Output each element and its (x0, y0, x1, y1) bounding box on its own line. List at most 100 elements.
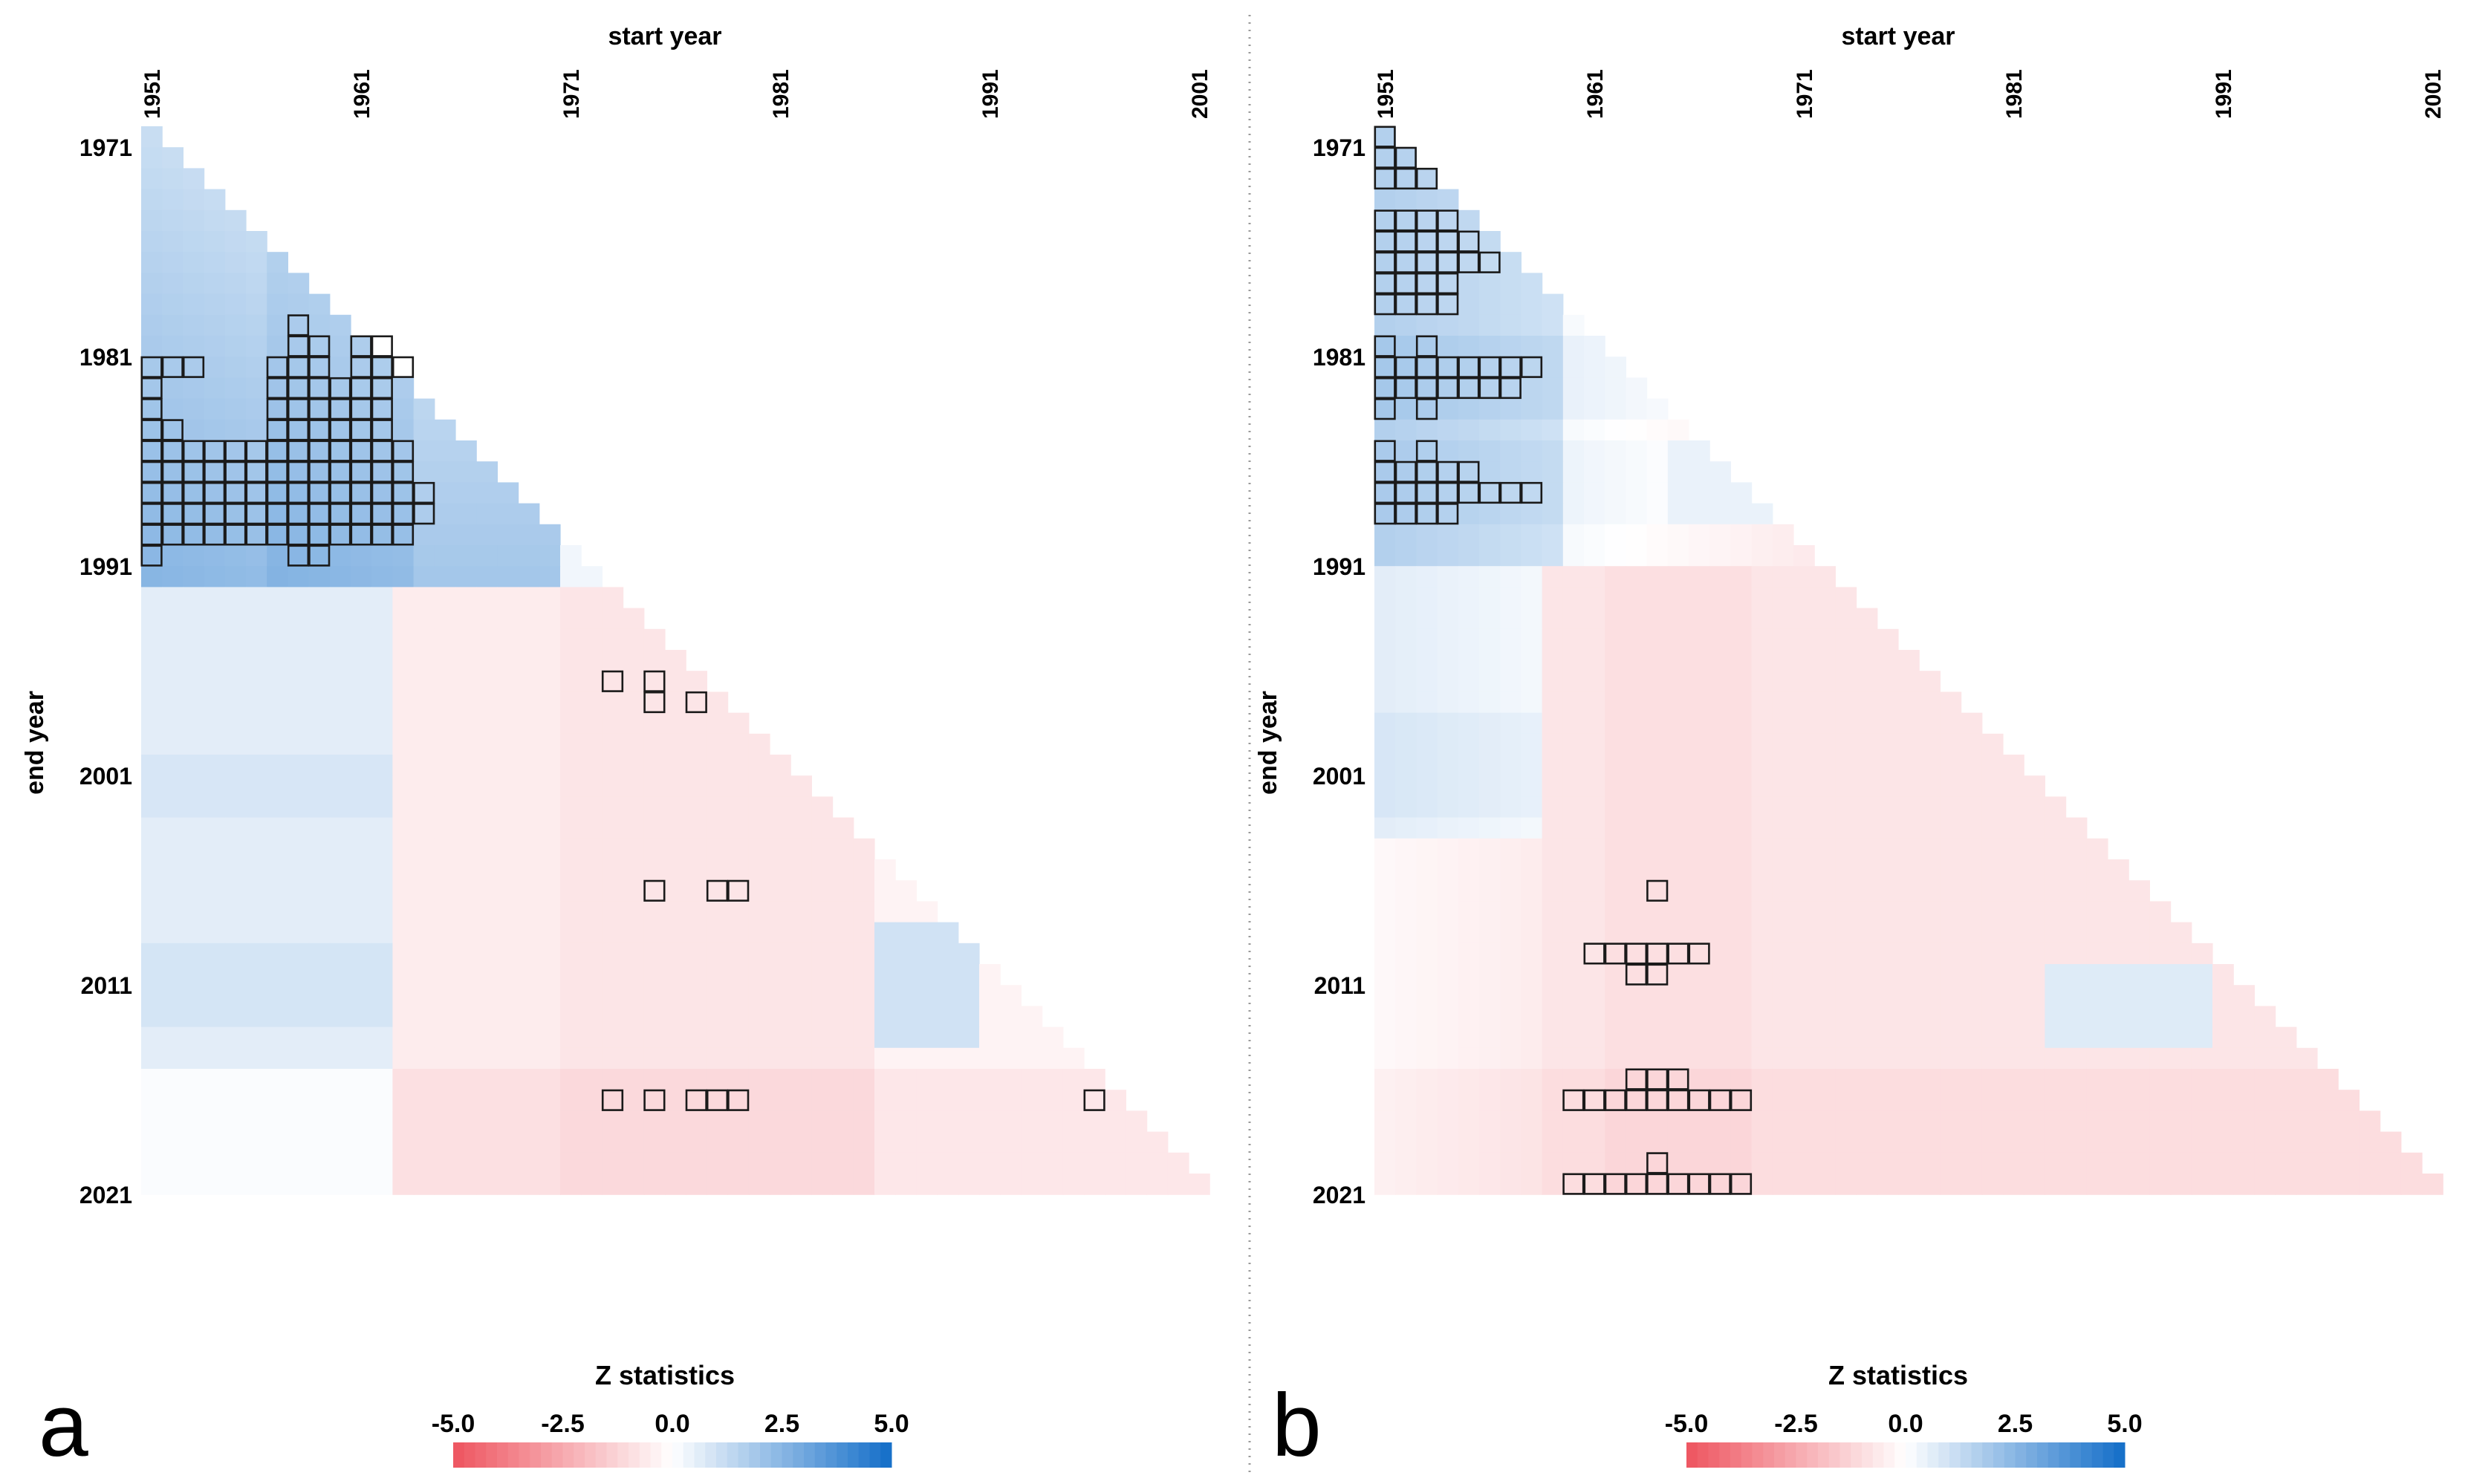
heatmap-cell (2338, 1110, 2360, 1133)
significant-cell-box (245, 481, 267, 504)
heatmap-cell (288, 922, 310, 944)
heatmap-cell (1562, 314, 1585, 336)
heatmap-cell (539, 608, 561, 630)
heatmap-cell (1374, 419, 1396, 441)
heatmap-cell (1479, 482, 1501, 504)
heatmap-cell (518, 1110, 540, 1133)
significant-cell-box (266, 356, 288, 378)
heatmap-cell (1856, 775, 1878, 797)
heatmap-cell (560, 1047, 582, 1070)
x-tick-label: 1991 (2212, 69, 2236, 119)
heatmap-cell (1835, 650, 1857, 671)
heatmap-cell (727, 1131, 750, 1153)
heatmap-cell (392, 755, 415, 776)
heatmap-cell (476, 1174, 498, 1195)
heatmap-cell (1981, 985, 2004, 1006)
heatmap-cell (2045, 922, 2067, 944)
heatmap-cell (2086, 880, 2108, 902)
heatmap-cell (1751, 1006, 1773, 1028)
heatmap-cell (1374, 168, 1396, 190)
heatmap-cell (1584, 587, 1605, 609)
heatmap-cell (434, 1026, 456, 1049)
heatmap-cell (1835, 838, 1857, 860)
heatmap-cell (2086, 901, 2108, 923)
heatmap-cell (958, 1069, 980, 1090)
heatmap-cell (539, 943, 561, 965)
heatmap-cell (623, 608, 645, 630)
heatmap-cell (246, 1174, 267, 1195)
heatmap-cell (141, 189, 163, 211)
heatmap-cell (246, 901, 267, 923)
heatmap-cell (1395, 1047, 1417, 1070)
heatmap-cell (1605, 817, 1626, 839)
heatmap-cell (1646, 755, 1669, 776)
heatmap-cell (602, 985, 624, 1006)
heatmap-cell (183, 755, 205, 776)
heatmap-cell (1521, 775, 1543, 797)
y-tick-label: 2001 (79, 763, 132, 790)
heatmap-cell (1835, 1006, 1857, 1028)
significant-cell-box (308, 398, 331, 420)
heatmap-cell (1542, 566, 1564, 588)
heatmap-cell (267, 901, 288, 923)
heatmap-cell (1793, 608, 1815, 630)
heatmap-cell (2003, 985, 2024, 1006)
colorbar-segment (716, 1442, 728, 1468)
heatmap-cell (1898, 712, 1920, 735)
heatmap-cell (1605, 796, 1626, 819)
heatmap-cell (329, 482, 351, 504)
heatmap-cell (1458, 985, 1480, 1006)
heatmap-cell (1626, 1090, 1648, 1111)
heatmap-cell (1562, 859, 1585, 881)
heatmap-cell (1856, 712, 1878, 735)
heatmap-cell (895, 1069, 917, 1090)
heatmap-cell (1605, 587, 1626, 609)
heatmap-cell (1689, 545, 1710, 567)
significant-cell-box (182, 503, 205, 525)
heatmap-cell (267, 1174, 288, 1195)
heatmap-cell (246, 755, 267, 776)
colorbar-segment (2048, 1442, 2059, 1468)
heatmap-cell (351, 566, 372, 588)
heatmap-cell (1416, 419, 1438, 441)
heatmap-cell (707, 964, 729, 986)
heatmap-cell (539, 545, 561, 567)
heatmap-cell (602, 901, 624, 923)
heatmap-cell (246, 1090, 267, 1111)
heatmap-cell (1856, 943, 1878, 965)
heatmap-cell (2003, 859, 2024, 881)
heatmap-cell (246, 336, 267, 357)
heatmap-cell (371, 440, 393, 462)
heatmap-cell (1730, 1152, 1753, 1174)
heatmap-cell (1877, 628, 1899, 651)
heatmap-cell (141, 587, 163, 609)
heatmap-cell (1562, 901, 1585, 923)
heatmap-cell (1584, 1174, 1605, 1195)
heatmap-cell (1500, 985, 1522, 1006)
heatmap-cell (413, 545, 435, 567)
colorbar-segment (1862, 1442, 1874, 1468)
heatmap-cell (1021, 1174, 1043, 1195)
heatmap-cell (2254, 1174, 2276, 1195)
heatmap-cell (204, 712, 226, 735)
heatmap-cell (811, 964, 834, 986)
heatmap-cell (1856, 817, 1878, 839)
heatmap-cell (811, 1006, 834, 1028)
heatmap-cell (1042, 1069, 1064, 1090)
heatmap-cell (1374, 252, 1396, 273)
heatmap-cell (267, 1131, 288, 1153)
heatmap-cell (246, 964, 267, 986)
heatmap-cell (1584, 796, 1605, 819)
heatmap-cell (308, 566, 331, 588)
heatmap-cell (1667, 796, 1689, 819)
heatmap-cell (204, 1069, 226, 1090)
heatmap-cell (874, 859, 896, 881)
heatmap-cell (1667, 461, 1689, 483)
significant-cell-box (308, 481, 331, 504)
heatmap-cell (1021, 1090, 1043, 1111)
heatmap-cell (1772, 650, 1794, 671)
heatmap-cell (455, 545, 477, 567)
heatmap-cell (2317, 1090, 2339, 1111)
heatmap-cell (351, 755, 372, 776)
heatmap-cell (497, 712, 519, 735)
